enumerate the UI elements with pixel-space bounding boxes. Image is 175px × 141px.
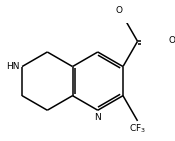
Text: N: N	[94, 113, 101, 122]
Text: CF$_3$: CF$_3$	[129, 122, 146, 135]
Text: O: O	[168, 36, 175, 45]
Text: HN: HN	[6, 62, 19, 71]
Text: O: O	[115, 6, 122, 15]
